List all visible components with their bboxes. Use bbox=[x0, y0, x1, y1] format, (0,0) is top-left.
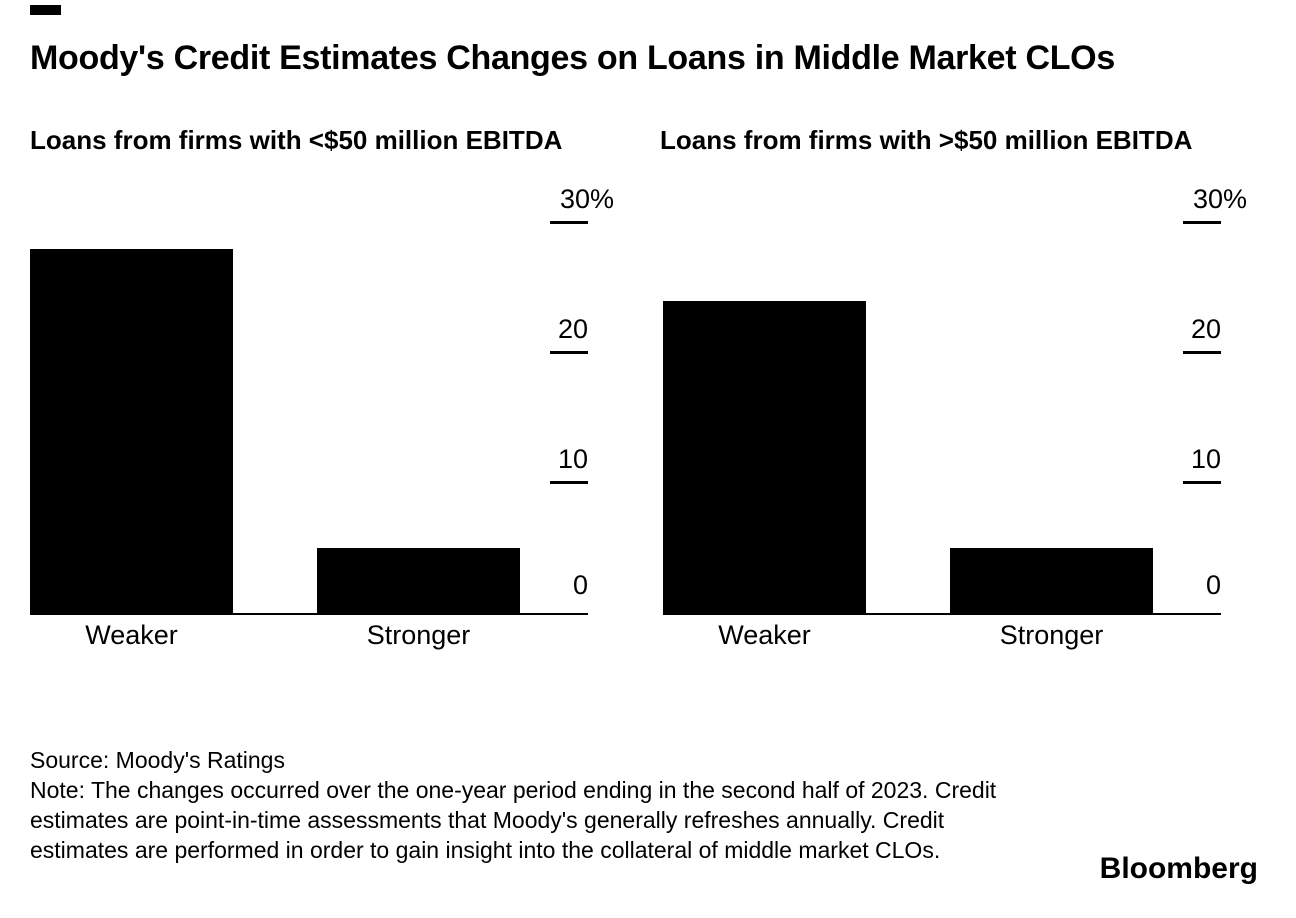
y-tick-label-0: 0 bbox=[1205, 570, 1221, 600]
category-label-stronger: Stronger bbox=[999, 620, 1104, 650]
y-tick-mark-30 bbox=[1183, 221, 1221, 224]
y-tick-label-20: 20 bbox=[557, 314, 588, 344]
y-tick-label-10: 10 bbox=[557, 444, 588, 474]
y-tick-label-0: 0 bbox=[572, 570, 588, 600]
y-tick-label-30: 30% bbox=[1192, 184, 1247, 214]
note-text: Note: The changes occurred over the one-… bbox=[30, 777, 997, 863]
y-tick-mark-10 bbox=[550, 481, 588, 484]
y-tick-label-20: 20 bbox=[1190, 314, 1221, 344]
chart-title: Moody's Credit Estimates Changes on Loan… bbox=[30, 39, 1115, 77]
footer-text-block: Source: Moody's Ratings Note: The change… bbox=[30, 745, 1030, 865]
top-left-dash bbox=[30, 5, 61, 15]
source-line: Source: Moody's Ratings bbox=[30, 747, 285, 773]
category-label-weaker: Weaker bbox=[718, 620, 811, 650]
category-label-weaker: Weaker bbox=[85, 620, 178, 650]
bar-weaker bbox=[663, 301, 866, 613]
y-tick-mark-20 bbox=[550, 351, 588, 354]
y-tick-mark-10 bbox=[1183, 481, 1221, 484]
bar-chart-left: 30% 20 10 0 Weaker Stronger bbox=[30, 180, 614, 649]
bar-stronger bbox=[950, 548, 1153, 613]
y-tick-mark-20 bbox=[1183, 351, 1221, 354]
y-tick-mark-30 bbox=[550, 221, 588, 224]
chart-subtitle-left: Loans from firms with <$50 million EBITD… bbox=[30, 125, 563, 155]
chart-subtitle-right: Loans from firms with >$50 million EBITD… bbox=[660, 125, 1193, 155]
y-tick-label-30: 30% bbox=[559, 184, 614, 214]
y-tick-label-10: 10 bbox=[1190, 444, 1221, 474]
bloomberg-logo: Bloomberg bbox=[1099, 852, 1258, 885]
bar-weaker bbox=[30, 249, 233, 613]
bar-chart-right: 30% 20 10 0 Weaker Stronger bbox=[663, 180, 1247, 649]
category-label-stronger: Stronger bbox=[366, 620, 471, 650]
bar-stronger bbox=[317, 548, 520, 613]
